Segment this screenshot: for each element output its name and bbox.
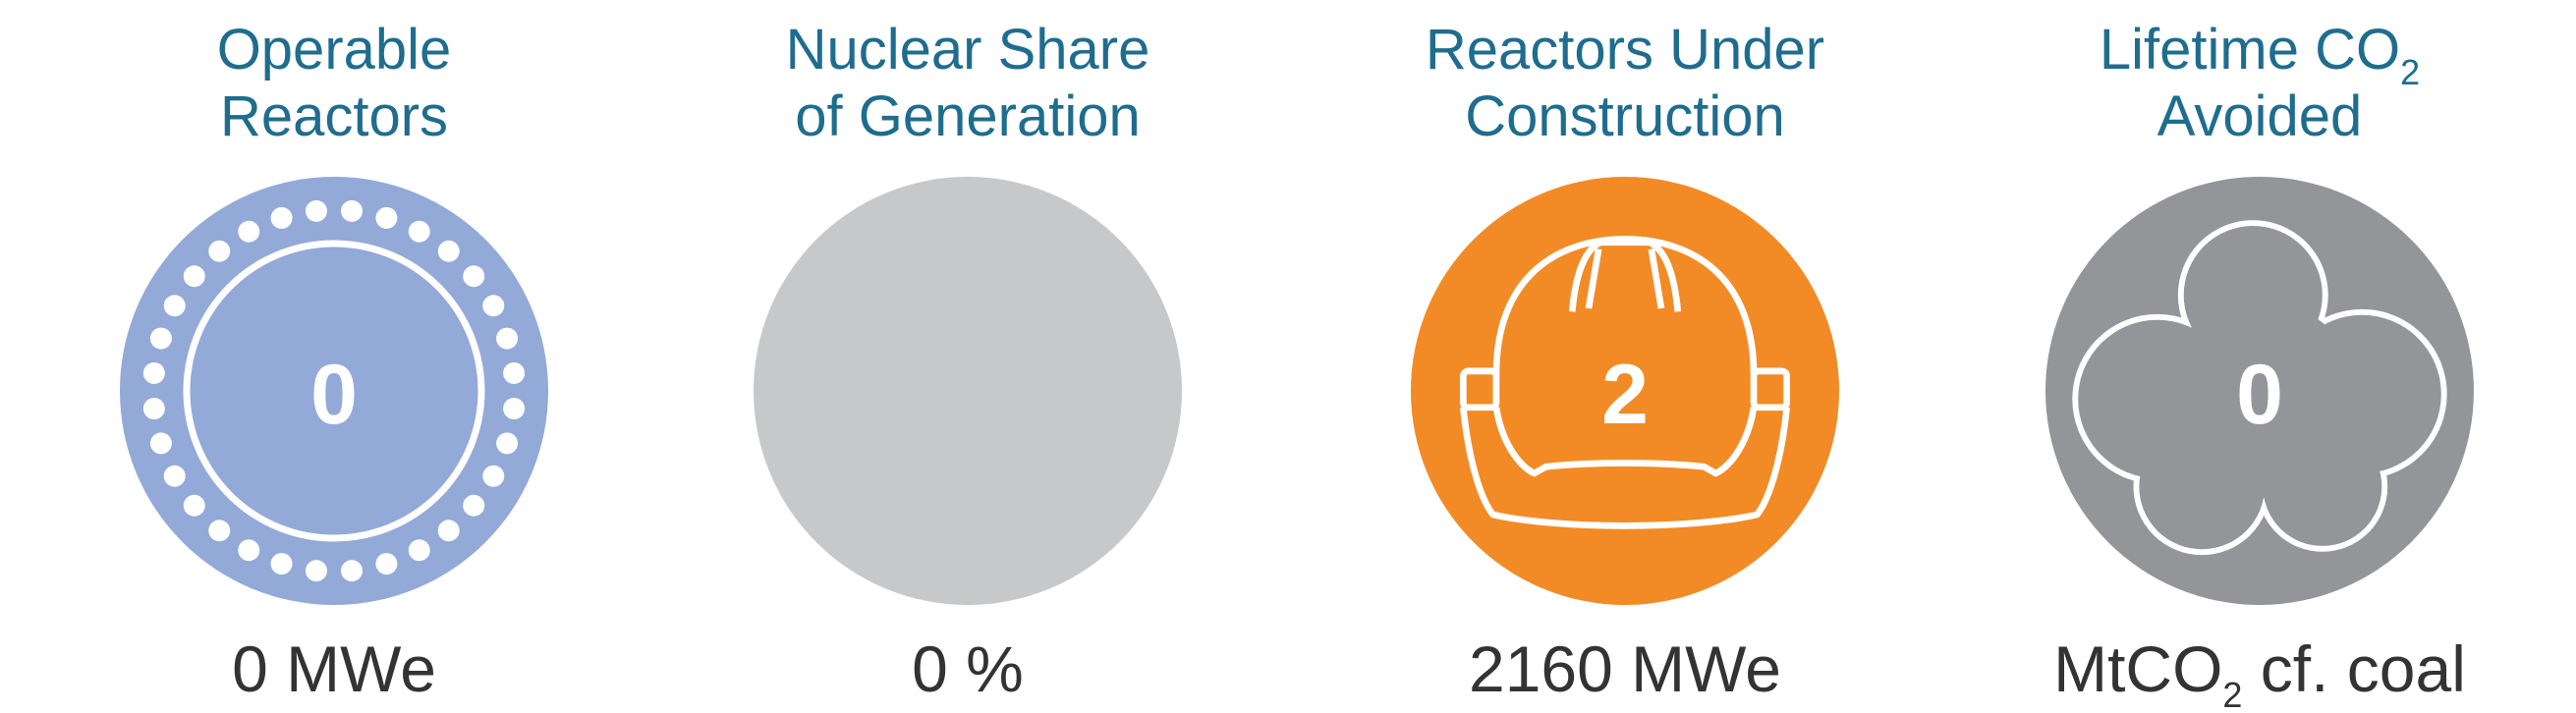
dot xyxy=(270,206,293,229)
panel-co2: Lifetime CO2 Avoided 0 MtCO2 cf. coal xyxy=(2045,18,2474,713)
caption: MtCO2 cf. coal xyxy=(2053,632,2466,713)
title-text: Lifetime CO xyxy=(2100,18,2400,82)
caption-tail: cf. coal xyxy=(2242,632,2465,705)
dot xyxy=(208,520,231,542)
dot xyxy=(270,553,293,576)
caption-text: MtCO xyxy=(2053,632,2222,705)
dot xyxy=(482,465,505,487)
dot xyxy=(341,199,364,222)
dot xyxy=(305,199,327,222)
dot xyxy=(149,327,172,350)
dot xyxy=(163,465,186,487)
dot xyxy=(496,327,519,350)
caption-subscript: 2 xyxy=(2222,675,2242,713)
badge xyxy=(120,177,548,605)
badge xyxy=(1411,177,1839,605)
dot xyxy=(142,361,165,384)
cloud xyxy=(2072,220,2447,556)
ring xyxy=(183,240,485,542)
title: of Generation xyxy=(795,84,1140,148)
dot xyxy=(496,432,519,455)
dot xyxy=(503,361,526,384)
caption: 0 MWe xyxy=(232,632,436,705)
dot xyxy=(238,539,260,562)
title: Reactors Under xyxy=(1426,18,1824,82)
title: Lifetime CO2 xyxy=(2100,18,2420,92)
dot xyxy=(408,220,430,243)
title: Reactors xyxy=(220,84,448,148)
dot xyxy=(437,520,460,542)
dot xyxy=(375,206,398,229)
dot xyxy=(375,553,398,576)
dot xyxy=(341,560,364,582)
title: Operable xyxy=(217,18,452,82)
caption: 0 % xyxy=(912,632,1024,705)
value: 0 xyxy=(310,348,358,442)
caption: 2160 MWe xyxy=(1469,632,1781,705)
dot xyxy=(183,265,205,288)
panel-operable: Operable Reactors 0 0 MWe xyxy=(120,18,548,705)
value: 2 xyxy=(1601,348,1649,442)
dot xyxy=(408,539,430,562)
value: 0 xyxy=(2236,348,2283,442)
dot xyxy=(149,432,172,455)
dot xyxy=(482,295,505,317)
badge xyxy=(754,177,1182,605)
dot xyxy=(238,220,260,243)
title: Avoided xyxy=(2157,84,2363,148)
dot-ring xyxy=(142,199,526,582)
dot xyxy=(183,494,205,517)
dot xyxy=(142,398,165,420)
hard-hat xyxy=(1459,236,1791,529)
dot xyxy=(305,560,327,582)
title: Nuclear Share xyxy=(786,18,1150,82)
title-subscript: 2 xyxy=(2400,52,2420,92)
dot xyxy=(503,398,526,420)
dot xyxy=(208,240,231,262)
panel-share: Nuclear Share of Generation 0 % xyxy=(754,18,1182,705)
dot xyxy=(463,494,485,517)
dot xyxy=(437,240,460,262)
dot xyxy=(463,265,485,288)
panel-construction: Reactors Under Construction 2 2160 MWe xyxy=(1411,18,1839,705)
dot xyxy=(163,295,186,317)
title: Construction xyxy=(1465,84,1785,148)
